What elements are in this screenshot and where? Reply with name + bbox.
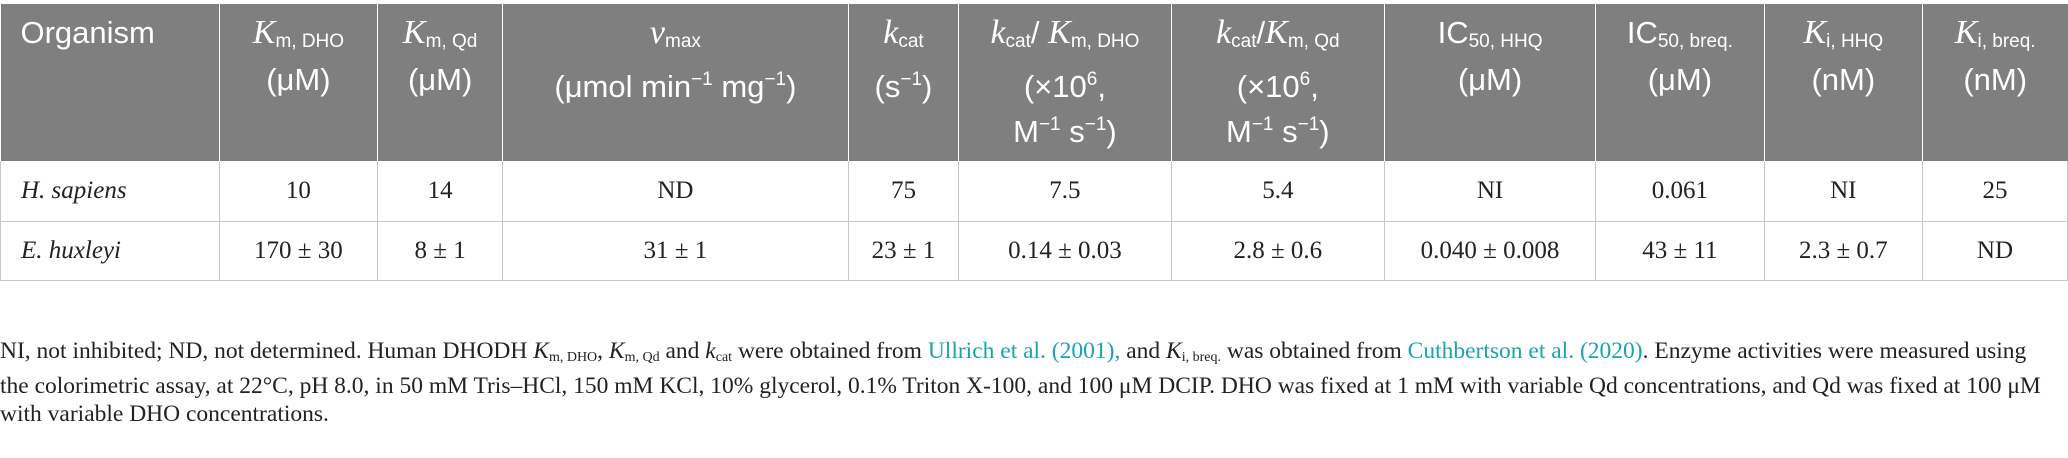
table-footnote: NI, not inhibited; ND, not determined. H…: [0, 337, 2050, 428]
footnote-text: was obtained from: [1220, 338, 1408, 364]
header-row: Organism Km, DHO (μM) Km, Qd (μM) vmax (…: [0, 4, 2068, 161]
header-kcat-km-qd: kcat/Km, Qd (×106, M−1 s−1): [1171, 4, 1386, 161]
cell-organism: E. huxleyi: [0, 221, 220, 281]
reference-link-ullrich[interactable]: Ullrich et al. (2001),: [927, 338, 1121, 364]
header-km-dho: Km, DHO (μM): [219, 4, 379, 161]
cell-ic50-breq: 43 ± 11: [1595, 221, 1765, 281]
table-row: H. sapiens 10 14 ND 75 7.5 5.4 NI 0.061 …: [0, 161, 2068, 222]
cell-vmax: ND: [502, 161, 849, 222]
cell-kcat-km-qd: 2.8 ± 0.6: [1171, 221, 1386, 281]
cell-km-qd: 8 ± 1: [377, 221, 504, 281]
cell-ic50-hhq: NI: [1384, 161, 1596, 222]
header-ki-hhq: Ki, HHQ (nM): [1764, 4, 1923, 161]
footnote-subscript: cat: [715, 350, 733, 365]
footnote-text: and: [1120, 338, 1167, 364]
header-kcat: kcat (s−1): [848, 4, 960, 161]
cell-kcat: 23 ± 1: [848, 221, 960, 281]
footnote-text: . Enzyme activities were measured using …: [0, 338, 2041, 427]
cell-kcat-km-qd: 5.4: [1171, 161, 1386, 222]
cell-km-dho: 170 ± 30: [219, 221, 379, 281]
footnote-text: ,: [597, 338, 609, 364]
footnote-symbol: K: [533, 338, 549, 364]
footnote-symbol: K: [1166, 338, 1182, 364]
footnote-subscript: m, DHO: [548, 350, 598, 365]
footnote-text: NI, not inhibited; ND, not determined. H…: [0, 338, 534, 364]
header-km-qd: Km, Qd (μM): [377, 4, 504, 161]
table-row: E. huxleyi 170 ± 30 8 ± 1 31 ± 1 23 ± 1 …: [0, 221, 2068, 281]
cell-ki-hhq: 2.3 ± 0.7: [1764, 221, 1923, 281]
data-table-container: Organism Km, DHO (μM) Km, Qd (μM) vmax (…: [0, 4, 2068, 281]
cell-kcat-km-dho: 7.5: [958, 161, 1172, 222]
header-kcat-km-dho: kcat/ Km, DHO (×106, M−1 s−1): [958, 4, 1172, 161]
cell-ki-breq: ND: [1922, 221, 2068, 281]
header-organism: Organism: [0, 4, 220, 161]
footnote-subscript: i, breq.: [1181, 350, 1221, 365]
cell-vmax: 31 ± 1: [502, 221, 849, 281]
cell-ki-breq: 25: [1922, 161, 2068, 222]
footnote-text: and: [659, 338, 706, 364]
footnote-symbol: K: [608, 338, 625, 364]
cell-kcat-km-dho: 0.14 ± 0.03: [958, 221, 1172, 281]
cell-km-qd: 14: [377, 161, 504, 222]
header-vmax: vmax (μmol min−1 mg−1): [502, 4, 849, 161]
cell-ic50-breq: 0.061: [1595, 161, 1765, 222]
header-ic50-hhq: IC50, HHQ (μM): [1384, 4, 1596, 161]
footnote-symbol: k: [705, 338, 716, 364]
cell-ic50-hhq: 0.040 ± 0.008: [1384, 221, 1596, 281]
cell-kcat: 75: [848, 161, 960, 222]
reference-link-cuthbertson[interactable]: Cuthbertson et al. (2020): [1407, 338, 1643, 364]
header-ic50-breq: IC50, breq. (μM): [1595, 4, 1765, 161]
cell-km-dho: 10: [219, 161, 379, 222]
footnote-subscript: m, Qd: [624, 350, 660, 365]
cell-ki-hhq: NI: [1764, 161, 1923, 222]
cell-organism: H. sapiens: [0, 161, 220, 222]
footnote-text: were obtained from: [732, 338, 928, 364]
header-ki-breq: Ki, breq. (nM): [1922, 4, 2068, 161]
kinetics-table: Organism Km, DHO (μM) Km, Qd (μM) vmax (…: [0, 4, 2068, 281]
